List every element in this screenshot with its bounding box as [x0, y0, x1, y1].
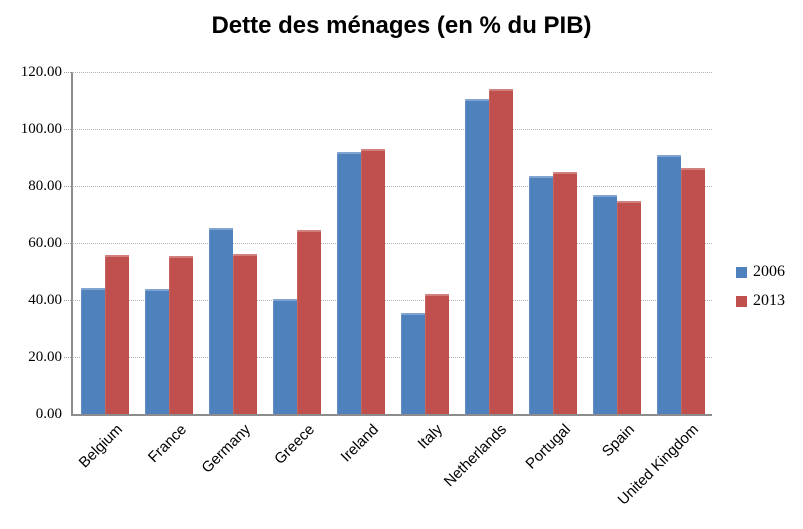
legend: 2006 2013 [736, 264, 785, 322]
y-tick-label-20.00: 20.00 [28, 349, 62, 365]
bar-2006-united-kingdom [657, 155, 681, 414]
bar-2006-portugal [529, 176, 553, 414]
bar-2013-germany [233, 253, 257, 414]
y-tick-label-0.00: 0.00 [35, 406, 62, 422]
legend-item-2013: 2013 [736, 293, 785, 309]
gridline-100.00 [72, 129, 712, 130]
bar-2006-france [145, 288, 169, 414]
y-tick-label-100.00: 100.00 [20, 121, 62, 137]
y-axis-tick-80.00 [64, 186, 71, 187]
y-tick-label-80.00: 80.00 [28, 178, 62, 194]
gridline-40.00 [72, 300, 712, 301]
bar-2013-spain [617, 201, 641, 414]
y-tick-label-60.00: 60.00 [28, 235, 62, 251]
gridline-120.00 [72, 72, 712, 73]
gridline-60.00 [72, 243, 712, 244]
y-tick-label-40.00: 40.00 [28, 292, 62, 308]
y-axis-tick-100.00 [64, 129, 71, 130]
y-axis-tick-20.00 [64, 357, 71, 358]
x-tick-label-united-kingdom: United Kingdom [614, 421, 703, 509]
x-axis-line [71, 414, 712, 416]
bar-2006-belgium [81, 287, 105, 414]
legend-label-2013: 2013 [753, 292, 785, 309]
bar-2006-italy [401, 312, 425, 414]
bar-2013-france [169, 256, 193, 414]
gridline-20.00 [72, 357, 712, 358]
bar-2013-greece [297, 229, 321, 414]
y-axis-tick-60.00 [64, 243, 71, 244]
bar-2006-germany [209, 228, 233, 414]
y-axis-tick-120.00 [64, 72, 71, 73]
bar-2006-netherlands [465, 98, 489, 414]
bar-2013-united-kingdom [681, 168, 705, 414]
bar-2013-belgium [105, 254, 129, 414]
y-axis-tick-40.00 [64, 300, 71, 301]
bar-2006-ireland [337, 151, 361, 414]
bar-2013-netherlands [489, 89, 513, 414]
legend-swatch-2013 [736, 295, 747, 307]
bar-2006-spain [593, 195, 617, 414]
legend-item-2006: 2006 [736, 264, 785, 280]
legend-label-2006: 2006 [753, 263, 785, 280]
chart-title: Dette des ménages (en % du PIB) [211, 12, 592, 39]
bar-2013-italy [425, 294, 449, 414]
bar-2013-ireland [361, 149, 385, 414]
gridline-80.00 [72, 186, 712, 187]
bar-2006-greece [273, 299, 297, 414]
legend-swatch-2006 [736, 266, 747, 278]
y-axis-line [71, 72, 73, 416]
bar-2013-portugal [553, 172, 577, 414]
y-tick-label-120.00: 120.00 [20, 64, 62, 80]
plot-area [72, 72, 712, 414]
